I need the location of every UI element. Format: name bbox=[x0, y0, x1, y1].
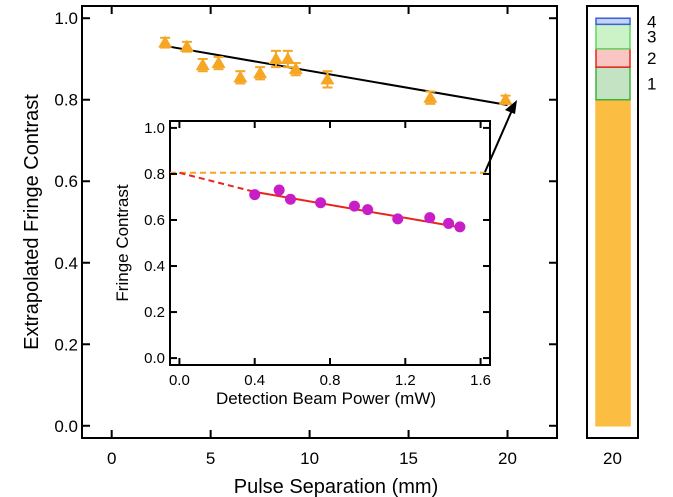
inset-circle-marker bbox=[362, 204, 374, 216]
inset-circle-marker bbox=[348, 200, 360, 212]
inset-circle-marker bbox=[249, 189, 261, 201]
inset-y-ticks: 0.0 0.2 0.4 0.6 0.8 1.0 bbox=[144, 120, 490, 367]
main-x-tick-label: 0 bbox=[107, 449, 116, 468]
inset-connector-arrow bbox=[484, 100, 517, 173]
inset-y-tick-label: 0.4 bbox=[144, 258, 165, 275]
inset-x-tick-label: 1.2 bbox=[395, 372, 416, 389]
inset-chart: 0.0 0.2 0.4 0.6 0.8 1.0 0.0 0.4 0.8 1.2 1.6 Detec… bbox=[113, 120, 491, 408]
inset-circle-marker bbox=[315, 197, 327, 209]
inset-circle-marker bbox=[273, 184, 285, 196]
main-y-tick-label: 0.4 bbox=[54, 254, 78, 273]
main-y-tick-label: 0.6 bbox=[54, 172, 78, 191]
stacked-bar-segment-label: 2 bbox=[647, 49, 656, 68]
main-triangle-marker bbox=[195, 58, 210, 71]
stacked-bar-segment bbox=[595, 17, 631, 26]
inset-data-points bbox=[249, 184, 466, 233]
stacked-bar-segments bbox=[595, 17, 631, 427]
main-y-tick-label: 1.0 bbox=[54, 9, 78, 28]
inset-y-axis-label: Fringe Contrast bbox=[113, 184, 132, 301]
main-plot-frame bbox=[81, 5, 558, 439]
main-triangle-marker bbox=[320, 72, 335, 85]
stacked-bar-segment bbox=[595, 23, 631, 50]
main-y-ticks: 0.0 0.2 0.4 0.6 0.8 1.0 bbox=[54, 9, 557, 436]
inset-circle-marker bbox=[443, 217, 455, 229]
main-y-tick-label: 0.2 bbox=[54, 335, 78, 354]
main-data-point bbox=[195, 57, 210, 73]
main-triangle-marker bbox=[211, 56, 226, 69]
inset-extrapolation-line bbox=[179, 171, 255, 193]
main-triangle-marker bbox=[288, 62, 303, 75]
inset-circle-marker bbox=[284, 193, 296, 205]
main-triangle-marker bbox=[179, 39, 194, 52]
stacked-bar-segment bbox=[595, 66, 631, 101]
inset-y-tick-label: 0.0 bbox=[144, 350, 165, 367]
inset-x-tick-label: 0.8 bbox=[320, 372, 341, 389]
stacked-bar-segment-label: 4 bbox=[647, 12, 656, 31]
stacked-bar-x-tick-label: 20 bbox=[603, 449, 622, 468]
main-chart: 0.0 0.2 0.4 0.6 0.8 1.0 0 5 10 15 20 Pulse Separa… bbox=[21, 5, 558, 497]
inset-y-tick-label: 0.2 bbox=[144, 304, 165, 321]
inset-y-tick-label: 1.0 bbox=[144, 120, 165, 137]
inset-x-ticks: 0.0 0.4 0.8 1.2 1.6 bbox=[169, 121, 491, 389]
stacked-bar-frame bbox=[586, 5, 639, 439]
main-data-point bbox=[158, 35, 173, 49]
main-x-tick-label: 10 bbox=[300, 449, 319, 468]
main-triangle-marker bbox=[423, 90, 438, 103]
main-x-tick-label: 20 bbox=[498, 449, 517, 468]
main-data-point bbox=[320, 70, 335, 89]
main-data-point bbox=[233, 70, 248, 85]
main-data-points bbox=[158, 35, 513, 105]
main-data-point bbox=[179, 39, 194, 53]
stacked-bar-segment bbox=[595, 48, 631, 68]
stacked-bar-x-tick: 20 bbox=[603, 449, 622, 468]
main-fit-line bbox=[164, 44, 508, 107]
stacked-bar-segment bbox=[595, 98, 631, 427]
main-data-point bbox=[211, 55, 226, 71]
main-triangle-marker bbox=[253, 66, 268, 79]
inset-y-tick-label: 0.8 bbox=[144, 166, 165, 183]
main-y-tick-label: 0.0 bbox=[54, 417, 78, 436]
inset-x-tick-label: 0.4 bbox=[244, 372, 265, 389]
main-x-tick-label: 5 bbox=[206, 449, 215, 468]
main-data-point bbox=[423, 90, 438, 105]
inset-x-tick-label: 0.0 bbox=[169, 372, 190, 389]
stacked-bar-chart: 1 2 34 20 bbox=[586, 5, 656, 468]
main-x-tick-label: 15 bbox=[399, 449, 418, 468]
main-data-point bbox=[268, 49, 283, 69]
main-x-axis-label: Pulse Separation (mm) bbox=[234, 476, 439, 497]
main-triangle-marker bbox=[158, 35, 173, 48]
inset-circle-marker bbox=[424, 212, 436, 224]
inset-plot-frame bbox=[169, 120, 491, 366]
main-triangle-marker bbox=[498, 92, 513, 105]
stacked-bar-labels: 1 2 34 bbox=[647, 12, 656, 93]
main-data-point bbox=[280, 49, 295, 69]
main-triangle-marker bbox=[280, 51, 295, 64]
inset-circle-marker bbox=[454, 221, 466, 233]
main-triangle-marker bbox=[233, 70, 248, 83]
inset-circle-marker bbox=[392, 213, 404, 225]
inset-x-tick-label: 1.6 bbox=[470, 372, 491, 389]
main-x-ticks: 0 5 10 15 20 bbox=[107, 6, 517, 468]
main-y-tick-label: 0.8 bbox=[54, 91, 78, 110]
inset-y-tick-label: 0.6 bbox=[144, 212, 165, 229]
main-data-point bbox=[253, 66, 268, 81]
inset-x-axis-label: Detection Beam Power (mW) bbox=[216, 389, 436, 408]
main-triangle-marker bbox=[268, 51, 283, 64]
main-data-point bbox=[288, 62, 303, 77]
main-fit-line-segment bbox=[164, 44, 508, 107]
main-data-point bbox=[498, 92, 513, 105]
stacked-bar-segment-label: 3 bbox=[647, 28, 656, 47]
stacked-bar-segment-label: 1 bbox=[647, 74, 656, 93]
main-y-axis-label: Extrapolated Fringe Contrast bbox=[21, 94, 43, 350]
